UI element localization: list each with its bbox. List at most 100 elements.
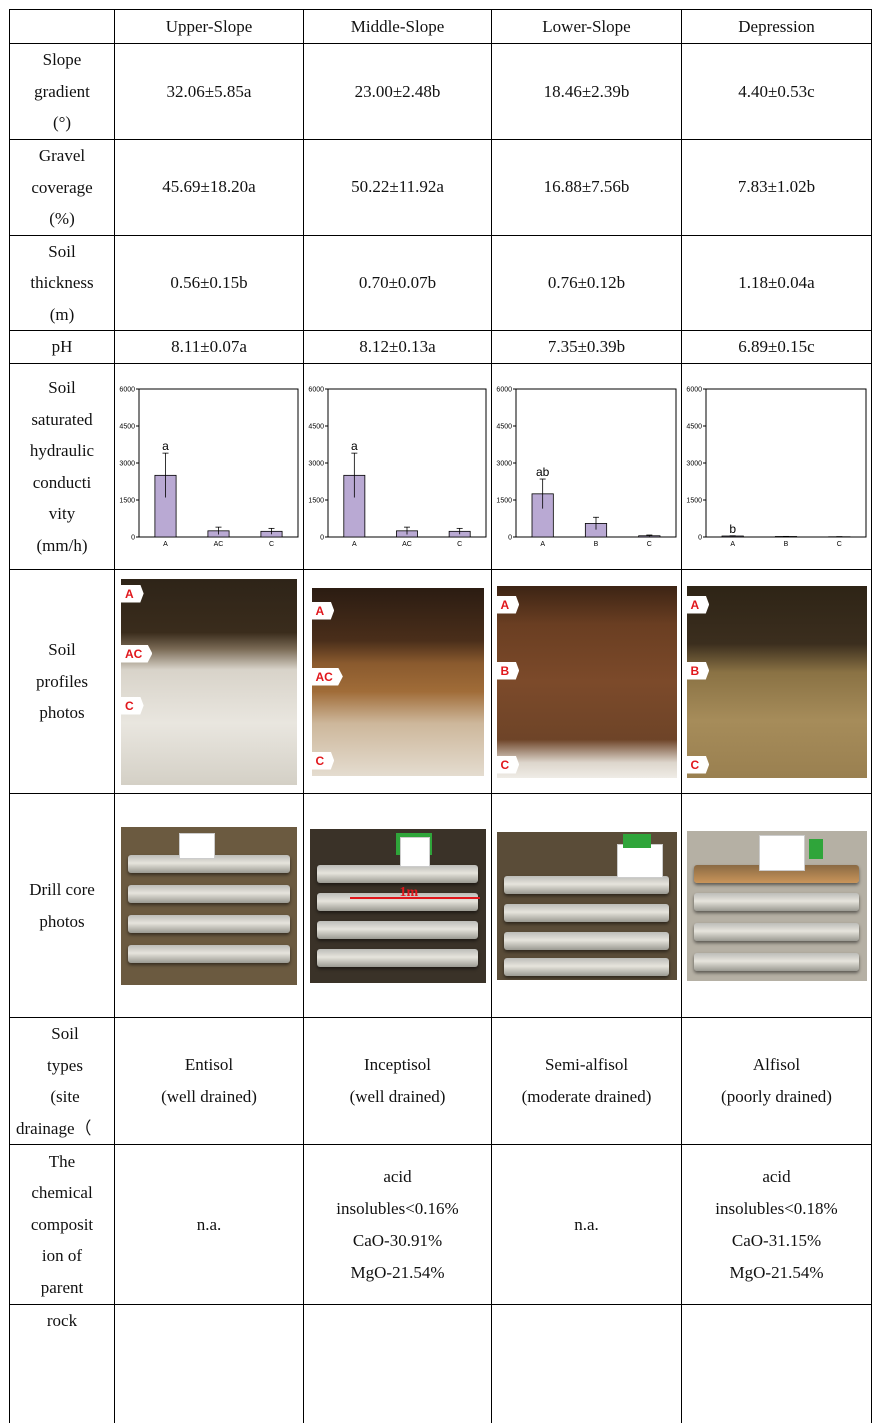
profile-photo-cell: A B C [491, 569, 682, 794]
soil-type-cell: Semi-alfisol (moderate drained) [491, 1017, 682, 1145]
x-tick-label: AC [214, 541, 224, 548]
cell-value: 45.69±18.20a [114, 139, 304, 236]
y-tick-label: 0 [320, 534, 324, 541]
thickness-row: Soil thickness (m) 0.56±0.15b 0.70±0.07b 0… [9, 234, 872, 331]
chem-cell: acid insolubles<0.16% CaO-30.91% MgO-21.54% [303, 1144, 492, 1305]
cell-value: 7.83±1.02b [681, 139, 872, 236]
row-label-cores: Drill core photos [9, 793, 115, 1018]
cell-value: 4.40±0.53c [681, 43, 872, 140]
ks-chart: 0 1500 3000 4500 6000 a A AC C [119, 386, 299, 548]
soil-profile-photo: A AC C [121, 578, 297, 785]
y-tick-label: 3000 [308, 460, 324, 467]
x-tick-label: B [784, 541, 789, 548]
soil-properties-table: Upper-Slope Middle-Slope Lower-Slope Dep… [9, 9, 872, 1423]
cell-value: 6.89±0.15c [681, 330, 872, 364]
ks-chart-cell: 0 1500 3000 4500 6000 a A AC C [114, 363, 304, 570]
y-tick-label: 1500 [119, 497, 135, 504]
y-tick-label: 3000 [119, 460, 135, 467]
y-tick-label: 3000 [686, 460, 702, 467]
header-row: Upper-Slope Middle-Slope Lower-Slope Dep… [9, 9, 872, 44]
ks-chart: 0 1500 3000 4500 6000 bA B C [686, 386, 867, 548]
x-tick-label: C [269, 541, 274, 548]
significance-letter: ab [536, 465, 550, 479]
significance-letter: a [162, 439, 169, 453]
horizon-tag: C [121, 696, 144, 715]
cell-value: 8.12±0.13a [303, 330, 492, 364]
x-tick-label: C [837, 541, 842, 548]
soil-type-cell: Entisol (well drained) [114, 1017, 304, 1145]
scale-label: 1m [399, 884, 419, 900]
horizon-tag: AC [311, 667, 343, 686]
y-tick-label: 6000 [119, 386, 135, 393]
soil-type-cell: Inceptisol (well drained) [303, 1017, 492, 1145]
profile-photo-cell: A B C [681, 569, 872, 794]
y-tick-label: 1500 [496, 497, 512, 504]
horizon-tag: A [686, 595, 710, 614]
cell-value: 0.76±0.12b [491, 234, 682, 331]
core-photo-cell: 1m [303, 793, 492, 1018]
header-depression: Depression [681, 9, 872, 44]
chem-cell: acid insolubles<0.18% CaO-31.15% MgO-21.54% [681, 1144, 872, 1305]
ks-chart-cell: 0 1500 3000 4500 6000 a A AC C [303, 363, 492, 570]
row-label-profiles: Soil profiles photos [9, 569, 115, 794]
x-tick-label: C [647, 541, 652, 548]
ks-row: Soil saturated hydraulic conducti vity (mm/h)… [9, 363, 872, 570]
header-corner [9, 9, 115, 44]
row-label-ks: Soil saturated hydraulic conducti vity (mm/h) [9, 363, 115, 570]
cell-value: 16.88±7.56b [491, 139, 682, 236]
drill-core-photo [686, 830, 867, 981]
ph-row: pH 8.11±0.07a 8.12±0.13a 7.35±0.39b 6.89… [9, 330, 872, 364]
significance-letter: a [351, 439, 358, 453]
soil-profile-photo: A B C [686, 585, 867, 778]
ks-chart-cell: 0 1500 3000 4500 6000 b A B C [681, 363, 872, 570]
cell-value: 0.70±0.07b [303, 234, 492, 331]
cell-value: 50.22±11.92a [303, 139, 492, 236]
soil-profile-photo: A B C [496, 585, 677, 778]
row-label-slope: Slope gradient (°) [9, 43, 115, 140]
header-upper-slope: Upper-Slope [114, 9, 304, 44]
core-photo-cell [114, 793, 304, 1018]
significance-letter: b [729, 521, 736, 535]
y-tick-label: 6000 [496, 386, 512, 393]
profiles-row: Soil profiles photos A AC C A AC C A B C [9, 569, 872, 794]
horizon-tag: C [496, 755, 520, 774]
x-tick-label: AC [402, 541, 412, 548]
ks-chart-cell: 0 1500 3000 4500 6000 ab A B C [491, 363, 682, 570]
header-lower-slope: Lower-Slope [491, 9, 682, 44]
y-tick-label: 6000 [686, 386, 702, 393]
horizon-tag: A [311, 601, 335, 620]
horizon-tag: AC [121, 644, 153, 663]
profile-photo-cell: A AC C [114, 569, 304, 794]
row-label-gravel: Gravel coverage (%) [9, 139, 115, 236]
y-tick-label: 0 [698, 534, 702, 541]
row-label-types: Soil types (site drainage（ [9, 1017, 115, 1145]
y-tick-label: 4500 [686, 423, 702, 430]
x-tick-label: A [540, 541, 545, 548]
x-tick-label: A [730, 541, 735, 548]
horizon-tag: C [311, 751, 335, 770]
drill-core-photo [496, 831, 677, 980]
cell-value: 1.18±0.04a [681, 234, 872, 331]
cell-value: 18.46±2.39b [491, 43, 682, 140]
y-tick-label: 0 [508, 534, 512, 541]
scale-arrow [349, 896, 480, 899]
y-tick-label: 0 [131, 534, 135, 541]
types-row: Soil types (site drainage（ Entisol (well dra… [9, 1017, 872, 1145]
x-tick-label: C [457, 541, 462, 548]
drill-core-photo: 1m [309, 828, 486, 983]
horizon-tag: A [121, 584, 144, 603]
cell-value: 23.00±2.48b [303, 43, 492, 140]
horizon-tag: B [686, 661, 710, 680]
gravel-row: Gravel coverage (%) 45.69±18.20a 50.22±11.… [9, 139, 872, 236]
cell-value: 0.56±0.15b [114, 234, 304, 331]
y-tick-label: 3000 [496, 460, 512, 467]
y-tick-label: 1500 [308, 497, 324, 504]
chem-cell: n.a. [491, 1144, 682, 1305]
horizon-tag: C [686, 755, 710, 774]
cores-row: Drill core photos 1m [9, 793, 872, 1018]
chem-cell: n.a. [114, 1144, 304, 1305]
x-tick-label: A [163, 541, 168, 548]
soil-type-cell: Alfisol (poorly drained) [681, 1017, 872, 1145]
horizon-tag: B [496, 661, 520, 680]
soil-profile-photo: A AC C [311, 587, 484, 776]
